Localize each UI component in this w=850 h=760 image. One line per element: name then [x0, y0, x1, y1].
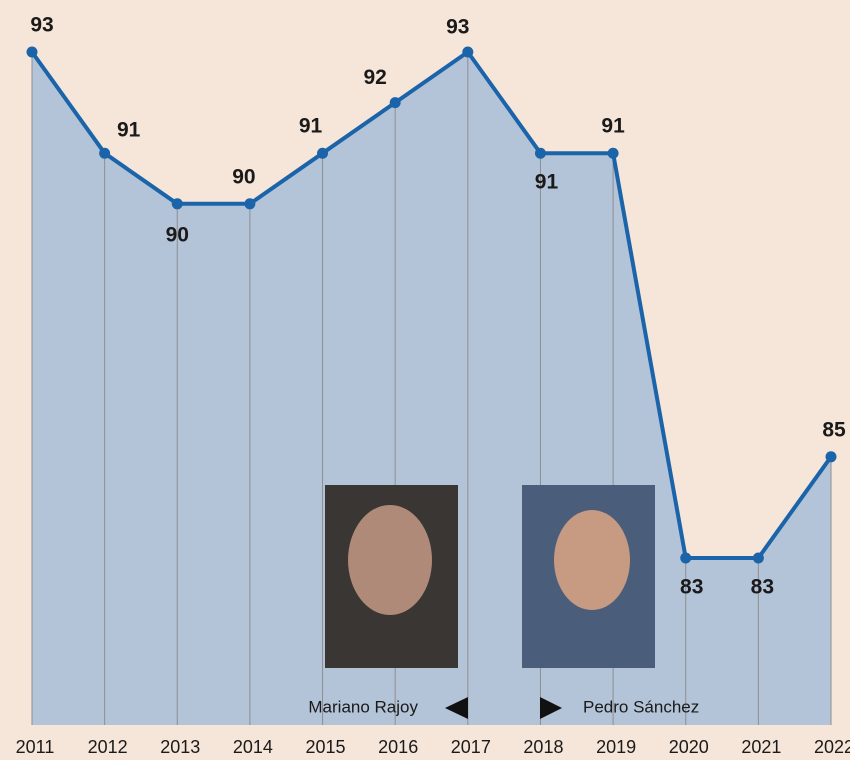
- photo-sanchez-face: [554, 510, 630, 610]
- value-label: 91: [535, 171, 559, 194]
- point: [390, 97, 401, 108]
- value-label: 91: [601, 115, 625, 138]
- x-tick-label: 2020: [669, 737, 709, 757]
- point: [172, 198, 183, 209]
- point: [826, 451, 837, 462]
- x-tick-label: 2012: [88, 737, 128, 757]
- point: [680, 553, 691, 564]
- point: [462, 47, 473, 58]
- photo-rajoy-face: [348, 505, 432, 615]
- x-tick-label: 2022: [814, 737, 850, 757]
- x-tick-label: 2018: [523, 737, 563, 757]
- x-tick-label: 2015: [306, 737, 346, 757]
- x-tick-label: 2017: [451, 737, 491, 757]
- x-tick-label: 2021: [741, 737, 781, 757]
- chart: Mariano Rajoy Pedro Sánchez 93 91 90 90 91 92…: [0, 0, 850, 760]
- value-label: 83: [751, 576, 774, 599]
- point: [608, 148, 619, 159]
- value-label: 92: [364, 66, 387, 89]
- annotation: Mariano Rajoy: [308, 697, 418, 716]
- value-label: 93: [30, 14, 53, 37]
- point: [753, 553, 764, 564]
- point: [27, 47, 38, 58]
- x-tick-label: 2013: [160, 737, 200, 757]
- page: {"chart_data": {"type": "area_line", "ca…: [0, 0, 850, 760]
- x-tick-label: 2011: [16, 737, 55, 757]
- x-tick-label: 2019: [596, 737, 636, 757]
- point: [244, 198, 255, 209]
- value-label: 90: [232, 165, 255, 188]
- value-label: 83: [680, 576, 703, 599]
- value-label: 85: [822, 418, 846, 441]
- point: [535, 148, 546, 159]
- value-label: 91: [117, 119, 141, 142]
- x-tick-label: 2014: [233, 737, 273, 757]
- point: [99, 148, 110, 159]
- value-label: 93: [446, 16, 469, 39]
- point: [317, 148, 328, 159]
- value-label: 90: [166, 223, 189, 246]
- x-tick-label: 2016: [378, 737, 418, 757]
- value-label: 91: [299, 115, 323, 138]
- annotation: Pedro Sánchez: [583, 697, 699, 716]
